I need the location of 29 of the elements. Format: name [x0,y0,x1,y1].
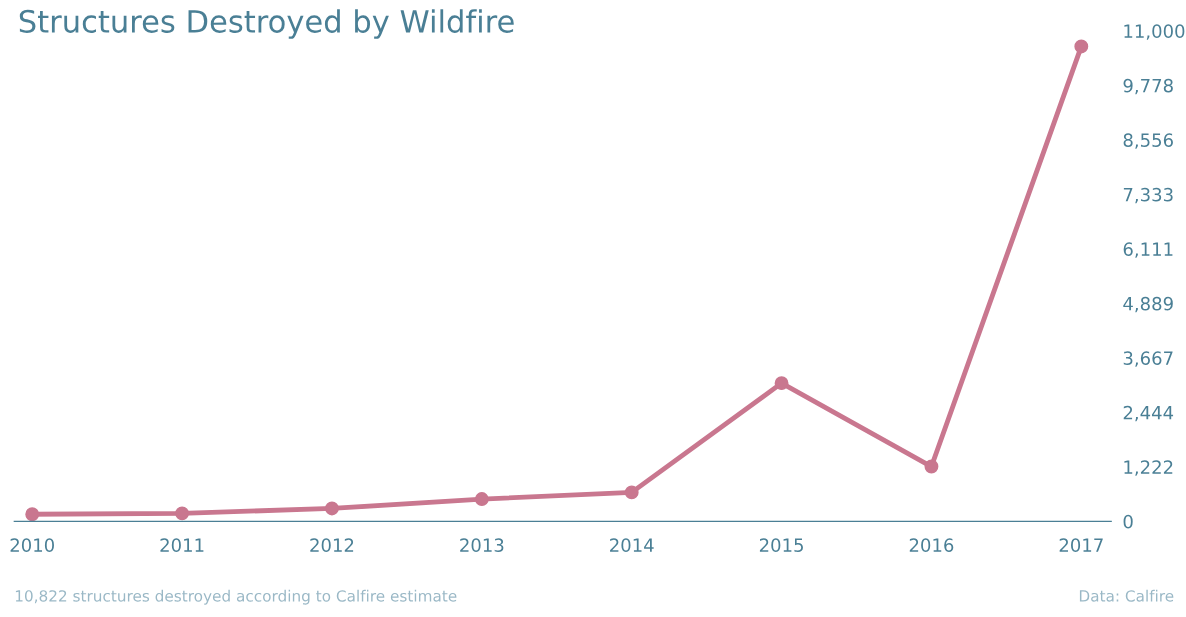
y-tick-label: 7,333 [1123,187,1173,204]
chart-title: Structures Destroyed by Wildfire [19,9,514,39]
point [1074,39,1089,54]
point [474,492,489,507]
point [774,376,789,391]
x-tick-label: 2012 [310,538,354,553]
y-tick-label: 9,778 [1123,78,1173,95]
y-tick-label: 2,444 [1123,405,1174,422]
y-tick-label: 8,556 [1123,133,1173,149]
x-tick-label: 2014 [610,538,654,553]
point [924,459,939,474]
point [325,501,339,516]
y-tick-label: 0 [1123,514,1133,529]
y-tick-label: 4,889 [1123,296,1173,313]
x-tick-label: 2015 [759,538,803,553]
x-tick-label: 2011 [160,538,204,553]
text: 10,822 structures destroyed according to Calfire estimate [15,589,457,605]
y-tick-label: 11,000 [1124,24,1185,40]
point [25,507,40,522]
x-tick-label: 2013 [460,538,504,553]
y-tick-label: 3,667 [1123,351,1173,367]
point [624,485,639,500]
text: Data: Calfire [1079,589,1174,602]
point [175,506,190,521]
y-tick-label: 6,111 [1123,242,1173,258]
x-tick-label: 2010 [10,538,54,553]
x-tick-label: 2016 [909,538,954,553]
x-tick-label: 2017 [1059,538,1103,553]
y-tick-label: 1,222 [1124,460,1173,476]
